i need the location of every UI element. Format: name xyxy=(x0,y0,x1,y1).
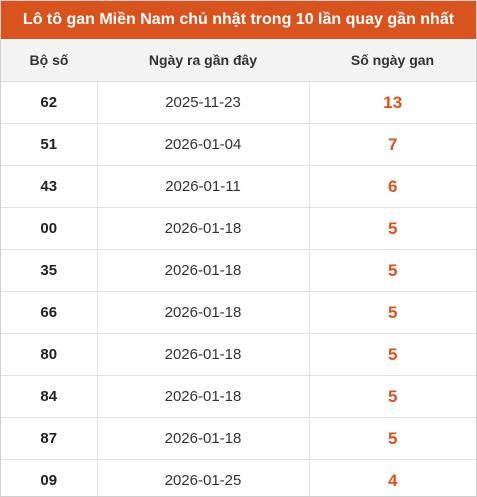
table-row: 66 2026-01-18 5 xyxy=(1,291,476,334)
table-header-row: Bộ số Ngày ra gần đây Số ngày gan xyxy=(1,39,476,82)
row-number: 66 xyxy=(1,291,98,334)
lotto-gan-table: Bộ số Ngày ra gần đây Số ngày gan 62 202… xyxy=(1,39,476,496)
row-gan-days: 5 xyxy=(309,375,476,418)
row-date: 2025-11-23 xyxy=(97,81,310,124)
table-row: 51 2026-01-04 7 xyxy=(1,123,476,166)
table-row: 87 2026-01-18 5 xyxy=(1,417,476,460)
row-date: 2026-01-25 xyxy=(97,459,310,496)
row-date: 2026-01-18 xyxy=(97,291,310,334)
row-date: 2026-01-18 xyxy=(97,417,310,460)
row-number: 84 xyxy=(1,375,98,418)
row-date: 2026-01-18 xyxy=(97,375,310,418)
header-number: Bộ số xyxy=(1,39,97,82)
row-gan-days: 5 xyxy=(309,249,476,292)
panel-title: Lô tô gan Miền Nam chủ nhật trong 10 lần… xyxy=(1,1,476,39)
row-number: 00 xyxy=(1,207,98,250)
row-number: 43 xyxy=(1,165,98,208)
table-row: 43 2026-01-11 6 xyxy=(1,165,476,208)
table-row: 80 2026-01-18 5 xyxy=(1,333,476,376)
table-row: 84 2026-01-18 5 xyxy=(1,375,476,418)
table-row: 62 2025-11-23 13 xyxy=(1,81,476,124)
row-number: 87 xyxy=(1,417,98,460)
table-row: 35 2026-01-18 5 xyxy=(1,249,476,292)
row-date: 2026-01-04 xyxy=(97,123,310,166)
row-number: 62 xyxy=(1,81,98,124)
row-gan-days: 13 xyxy=(309,81,476,124)
row-number: 09 xyxy=(1,459,98,496)
header-recent-date: Ngày ra gần đây xyxy=(97,39,309,82)
header-gan-days: Số ngày gan xyxy=(309,39,476,82)
row-gan-days: 7 xyxy=(309,123,476,166)
row-gan-days: 6 xyxy=(309,165,476,208)
table-row: 09 2026-01-25 4 xyxy=(1,459,476,496)
row-gan-days: 4 xyxy=(388,470,398,490)
row-date: 2026-01-11 xyxy=(97,165,310,208)
row-number: 80 xyxy=(1,333,98,376)
row-date: 2026-01-18 xyxy=(97,207,310,250)
row-date: 2026-01-18 xyxy=(97,333,310,376)
row-gan-days: 5 xyxy=(309,291,476,334)
row-gan-days: 5 xyxy=(309,417,476,460)
row-gan-days: 5 xyxy=(309,333,476,376)
row-number: 35 xyxy=(1,249,98,292)
row-date: 2026-01-18 xyxy=(97,249,310,292)
row-number: 51 xyxy=(1,123,98,166)
row-gan-days: 5 xyxy=(309,207,476,250)
table-row: 00 2026-01-18 5 xyxy=(1,207,476,250)
